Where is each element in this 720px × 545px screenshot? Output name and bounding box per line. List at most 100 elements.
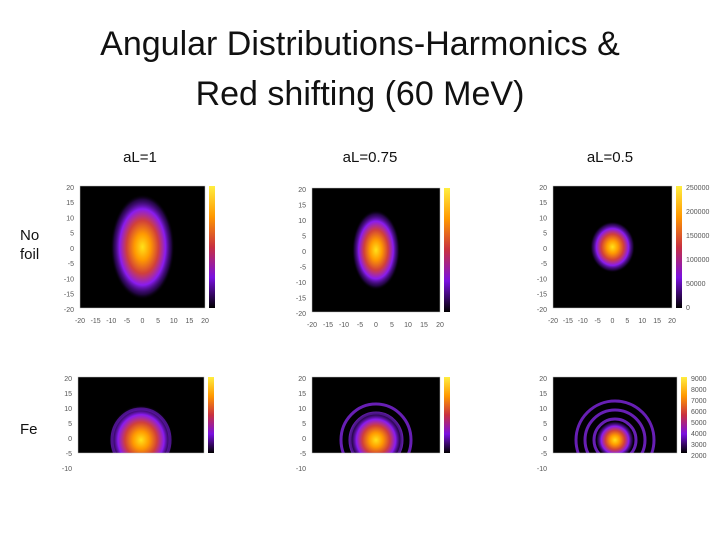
y-tick-label: 10 [66, 215, 74, 222]
x-tick-label: -10 [578, 318, 588, 325]
y-tick-label: -15 [296, 295, 306, 302]
x-tick-label: 0 [611, 318, 615, 325]
y-tick-label: 20 [66, 185, 74, 192]
row-label: No foil [20, 227, 39, 263]
x-tick-label: -20 [307, 322, 317, 329]
colorbar-label: 150000 [686, 233, 709, 240]
colorbar-label: 200000 [686, 209, 709, 216]
frame [77, 376, 205, 454]
colorbar-label: 50000 [686, 281, 706, 288]
ring [574, 399, 656, 453]
y-tick-label: 0 [68, 436, 72, 443]
y-tick-label: 10 [298, 406, 306, 413]
frame [79, 185, 206, 309]
colorbar [444, 377, 450, 453]
heatmap [312, 377, 440, 453]
colorbar-label: 3000 [691, 442, 707, 449]
y-tick-label: 20 [539, 376, 547, 383]
colorbar-label: 0 [686, 305, 690, 312]
x-tick-label: 20 [436, 322, 444, 329]
colorbar-label: 100000 [686, 257, 709, 264]
y-tick-label: 20 [64, 376, 72, 383]
blob [110, 194, 175, 300]
y-tick-label: 5 [543, 231, 547, 238]
x-tick-label: 15 [185, 318, 193, 325]
y-tick-label: -5 [541, 451, 547, 458]
x-tick-label: -15 [91, 318, 101, 325]
colorbar [681, 377, 687, 453]
ring [592, 417, 638, 453]
heatmap [553, 377, 677, 453]
y-tick-label: 20 [298, 187, 306, 194]
blob [348, 411, 404, 453]
heatmap [78, 377, 204, 453]
y-tick-label: 0 [543, 436, 547, 443]
y-tick-label: 5 [543, 421, 547, 428]
x-tick-label: 20 [668, 318, 676, 325]
colorbar [209, 186, 215, 308]
heatmap [80, 186, 205, 308]
x-tick-label: 0 [141, 318, 145, 325]
y-tick-label: -10 [296, 280, 306, 287]
blob [352, 210, 400, 290]
y-tick-label: -5 [541, 261, 547, 268]
y-tick-label: -5 [66, 451, 72, 458]
colorbar [444, 188, 450, 312]
colorbar-label: 2000 [691, 453, 707, 460]
y-tick-label: -20 [64, 307, 74, 314]
colorbar [676, 186, 682, 308]
y-tick-label: -15 [64, 292, 74, 299]
column-label: aL=0.75 [343, 149, 398, 166]
y-tick-label: 15 [298, 202, 306, 209]
column-label: aL=1 [123, 149, 157, 166]
colorbar-label: 8000 [691, 387, 707, 394]
title-line: Angular Distributions-Harmonics & [100, 25, 620, 63]
x-tick-label: -5 [357, 322, 363, 329]
x-tick-label: 10 [404, 322, 412, 329]
y-tick-label: -20 [296, 311, 306, 318]
y-tick-label: -10 [296, 466, 306, 473]
x-tick-label: 5 [625, 318, 629, 325]
y-tick-label: 20 [539, 185, 547, 192]
y-tick-label: 5 [302, 421, 306, 428]
colorbar-label: 4000 [691, 431, 707, 438]
y-tick-label: 10 [64, 406, 72, 413]
blob [595, 420, 635, 453]
colorbar-label: 7000 [691, 398, 707, 405]
blob [109, 404, 173, 453]
x-tick-label: -20 [75, 318, 85, 325]
y-tick-label: 0 [543, 246, 547, 253]
blob [590, 221, 635, 273]
x-tick-label: 5 [156, 318, 160, 325]
x-tick-label: 15 [420, 322, 428, 329]
ring [583, 408, 647, 453]
frame [311, 376, 441, 454]
y-tick-label: -20 [537, 307, 547, 314]
y-tick-label: 15 [298, 391, 306, 398]
x-tick-label: 10 [170, 318, 178, 325]
row-label: Fe [20, 421, 38, 438]
y-tick-label: 10 [539, 406, 547, 413]
colorbar-label: 6000 [691, 409, 707, 416]
x-tick-label: 10 [638, 318, 646, 325]
y-tick-label: 5 [302, 233, 306, 240]
x-tick-label: -20 [548, 318, 558, 325]
x-tick-label: -15 [563, 318, 573, 325]
y-tick-label: 15 [539, 391, 547, 398]
y-tick-label: -10 [64, 276, 74, 283]
title-line: Red shifting (60 MeV) [196, 75, 525, 113]
y-tick-label: 20 [298, 376, 306, 383]
frame [552, 185, 673, 309]
y-tick-label: -10 [537, 276, 547, 283]
x-tick-label: -5 [124, 318, 130, 325]
frame [552, 376, 678, 454]
y-tick-label: -10 [537, 466, 547, 473]
y-tick-label: 15 [66, 200, 74, 207]
column-label: aL=0.5 [587, 149, 633, 166]
heatmap [553, 186, 672, 308]
heatmap [312, 188, 440, 312]
y-tick-label: -10 [62, 466, 72, 473]
x-tick-label: -5 [595, 318, 601, 325]
y-tick-label: -5 [300, 451, 306, 458]
y-tick-label: 5 [70, 231, 74, 238]
